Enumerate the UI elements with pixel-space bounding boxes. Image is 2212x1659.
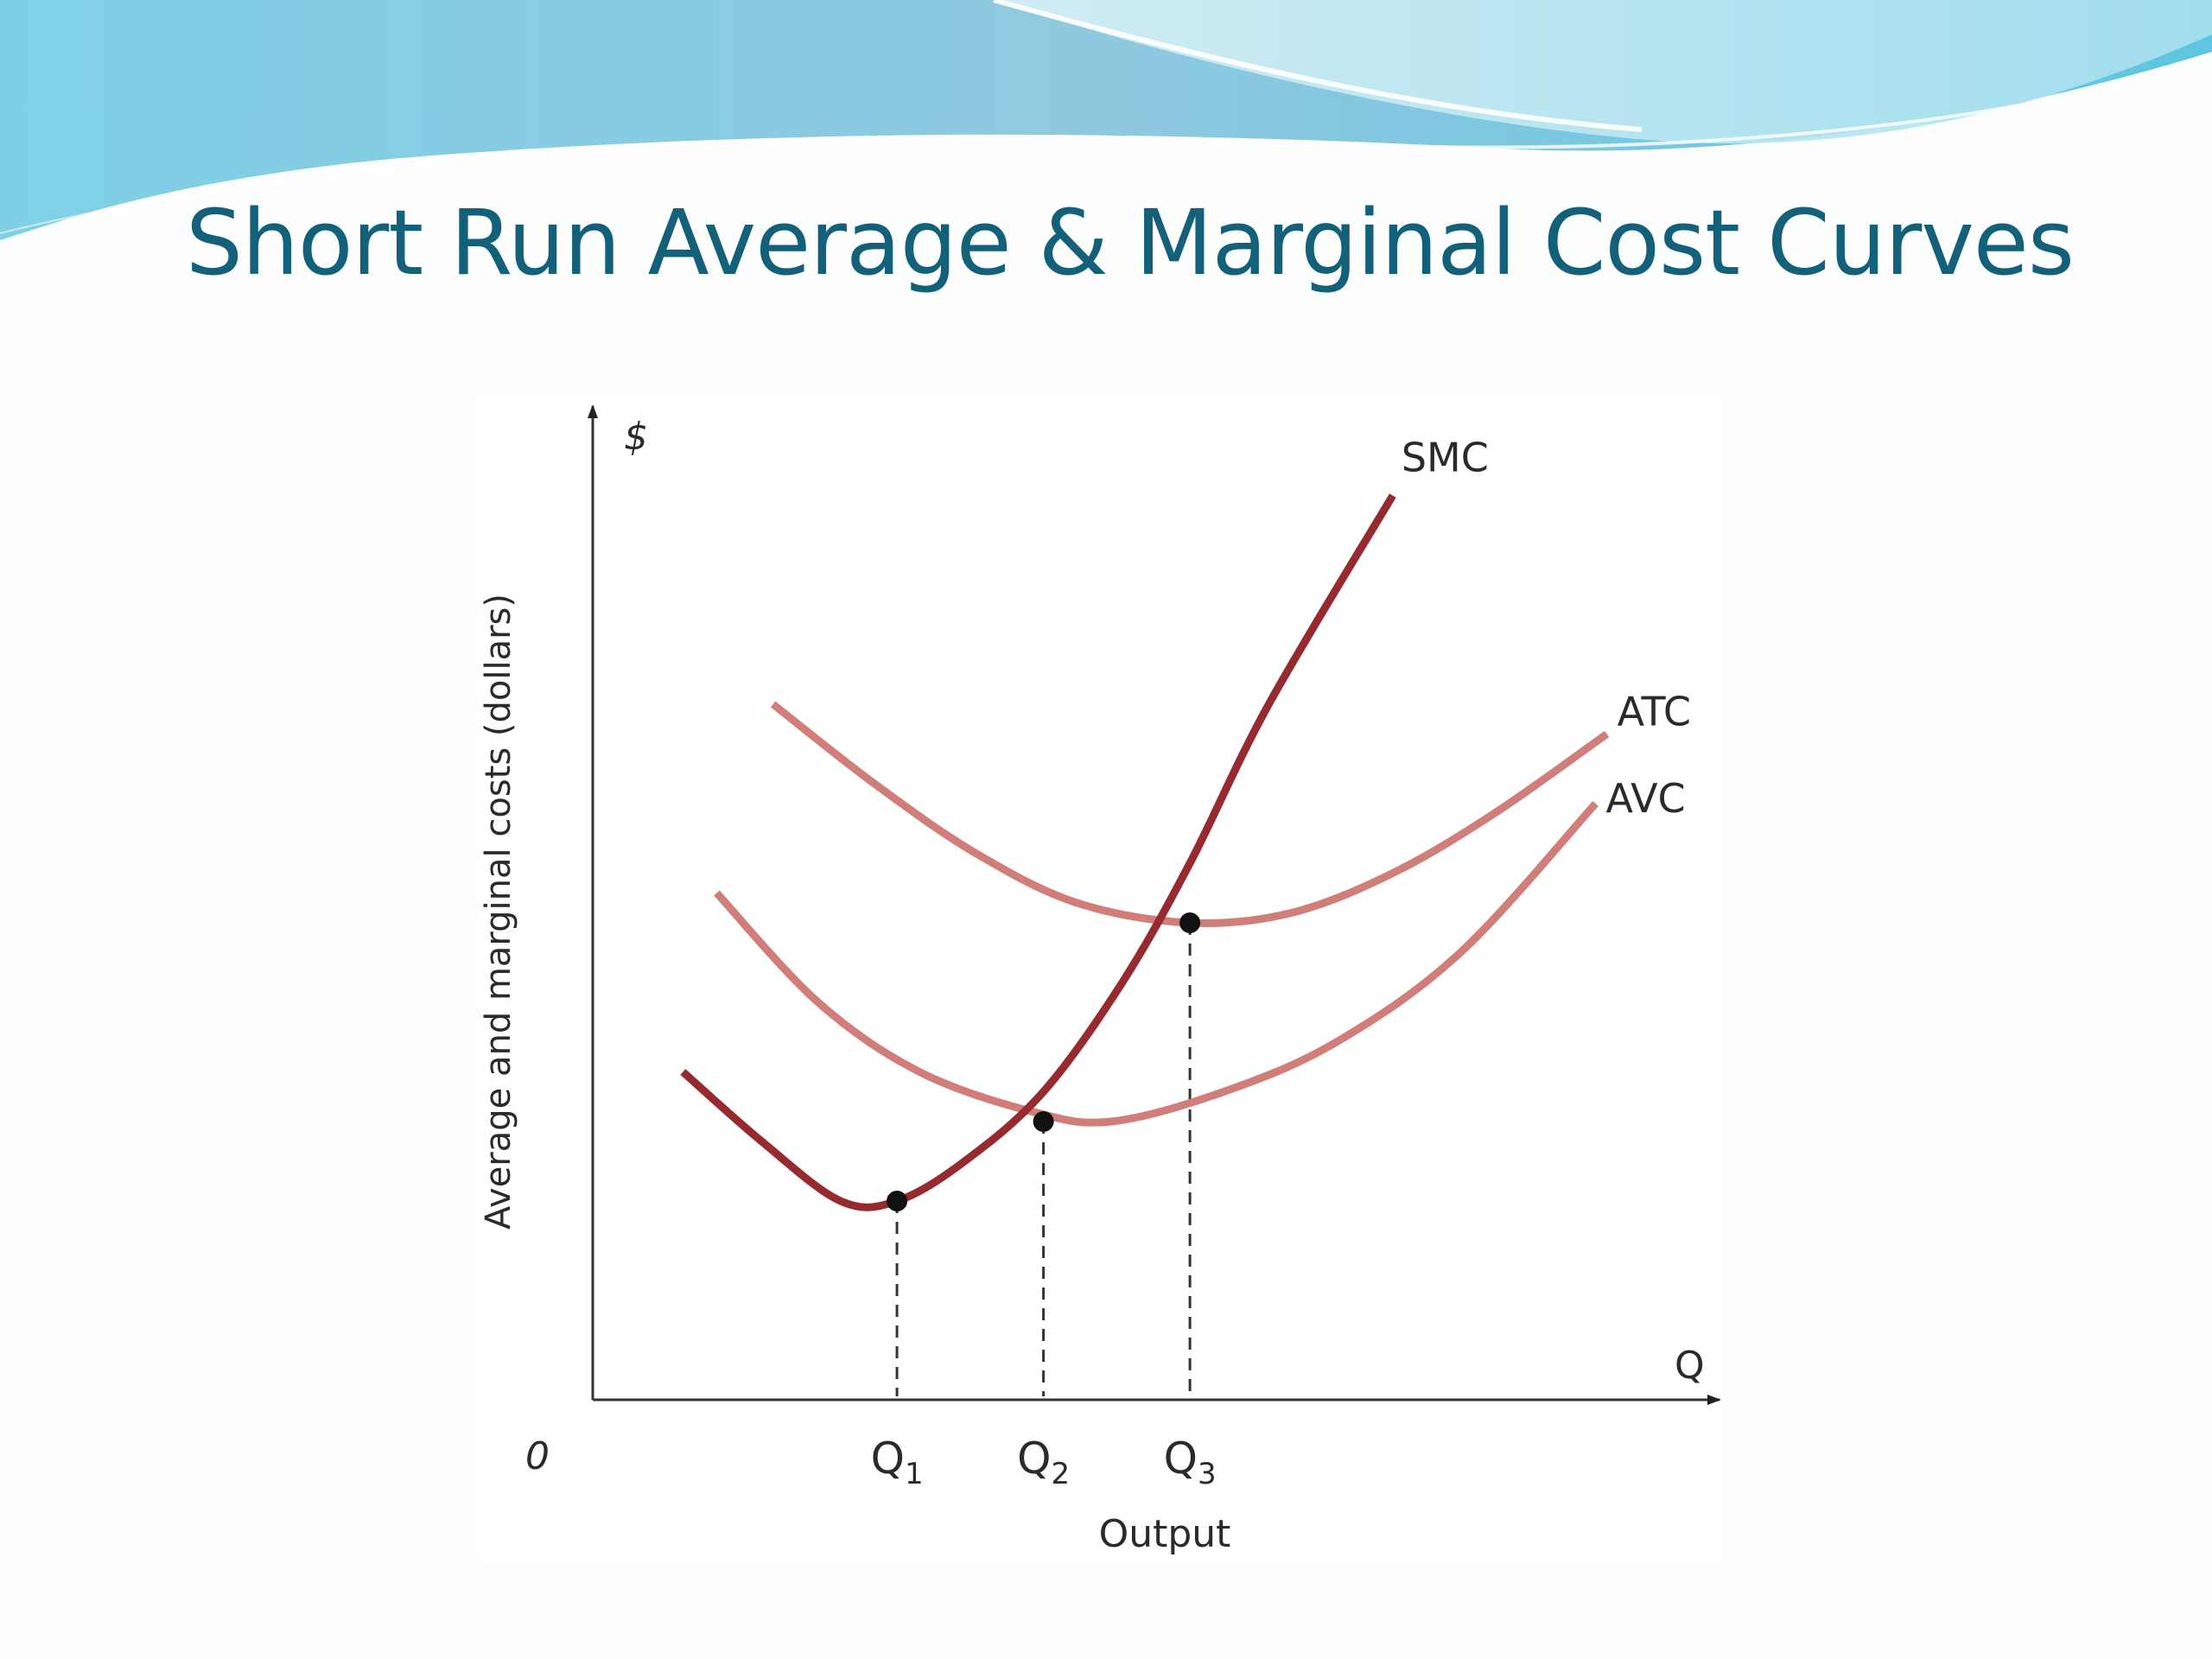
series-avc-line — [714, 800, 1599, 1127]
series-label-atc: ATC — [1618, 689, 1691, 735]
series-smc-line — [680, 493, 1396, 1211]
x-axis-end-label: Q — [1675, 1344, 1705, 1388]
x-tick-label-q1: Q1 — [871, 1433, 924, 1491]
origin-label: 0 — [525, 1434, 550, 1478]
x-axis-label: Output — [1099, 1512, 1231, 1556]
intersection-point-2 — [1033, 1111, 1054, 1132]
series-label-smc: SMC — [1402, 435, 1489, 481]
x-tick-label-q3: Q3 — [1164, 1433, 1217, 1491]
chart-panel — [480, 393, 1724, 1560]
y-axis-end-label: $ — [624, 415, 648, 459]
intersection-point-3 — [1179, 912, 1201, 933]
series-label-avc: AVC — [1606, 775, 1686, 822]
y-axis-label: Average and marginal costs (dollars) — [479, 594, 518, 1230]
intersection-point-1 — [887, 1191, 908, 1211]
x-tick-label-q2: Q2 — [1017, 1433, 1070, 1491]
slide-title: Short Run Average & Marginal Cost Curves — [186, 190, 2075, 296]
